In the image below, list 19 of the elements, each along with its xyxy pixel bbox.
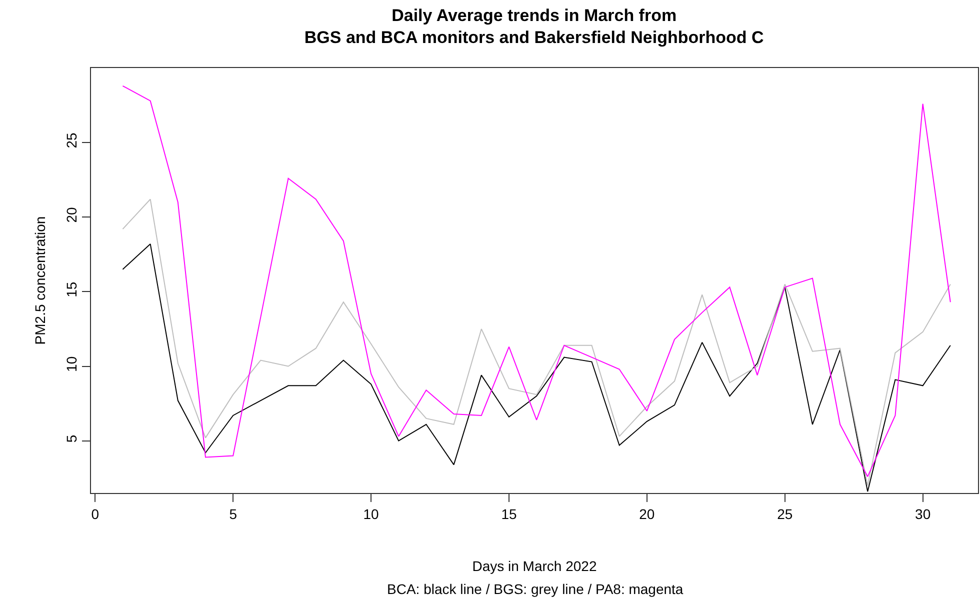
y-tick-label: 10 <box>63 356 80 372</box>
y-tick-label: 20 <box>63 207 80 223</box>
y-tick-label: 25 <box>63 132 80 148</box>
x-tick-label: 5 <box>229 506 238 522</box>
chart-title: Daily Average trends in March from BGS and BCA monitors and Bakersfield Neighborhood C <box>304 6 764 48</box>
line-series <box>122 243 951 492</box>
line-series <box>122 198 951 486</box>
x-tick-label: 30 <box>915 506 931 522</box>
x-tick-label: 25 <box>777 506 793 522</box>
x-axis-title: Days in March 2022 <box>472 558 597 574</box>
x-tick-label: 0 <box>91 506 100 522</box>
line-series <box>122 85 951 478</box>
y-axis-title: PM2.5 concentration <box>32 216 48 345</box>
y-tick-label: 15 <box>63 282 80 298</box>
y-tick-label: 5 <box>63 434 80 443</box>
text: BCA: black line / BGS: grey line / PA8: magenta <box>387 581 684 597</box>
x-tick-label: 15 <box>501 506 517 522</box>
x-tick-label: 10 <box>363 506 380 522</box>
x-tick-label: 20 <box>639 506 655 522</box>
